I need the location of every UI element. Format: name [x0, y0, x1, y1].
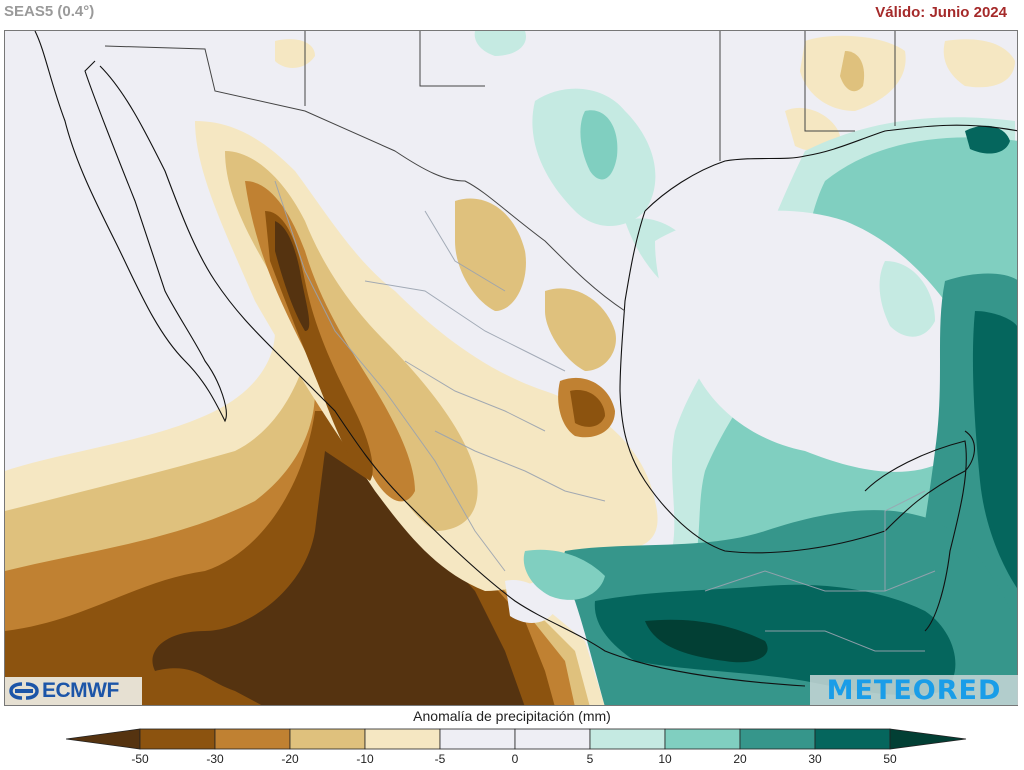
legend-tick: -50: [131, 752, 149, 766]
legend-tick: 30: [808, 752, 822, 766]
meteored-logo-text: METEORED: [826, 674, 1002, 706]
legend-tick: 20: [733, 752, 747, 766]
legend-tick: 10: [658, 752, 672, 766]
legend-tick: 0: [511, 752, 519, 766]
ecmwf-symbol-icon: [9, 682, 39, 700]
legend-tick: 5: [586, 752, 594, 766]
ecmwf-logo-text: ECMWF: [42, 679, 119, 702]
legend-tick: -5: [434, 752, 446, 766]
legend-title: Anomalía de precipitación (mm): [413, 708, 611, 724]
color-legend: [65, 728, 970, 755]
legend-tick: -20: [281, 752, 299, 766]
legend-tick: 50: [883, 752, 897, 766]
meteored-logo: METEORED: [810, 674, 1018, 706]
legend-tick: -10: [356, 752, 374, 766]
map-canvas: [5, 31, 1017, 705]
precipitation-anomaly-map: [4, 30, 1018, 706]
legend-tick: -30: [206, 752, 224, 766]
ecmwf-logo: ECMWF: [5, 677, 142, 705]
valid-date-label: Válido: Junio 2024: [875, 4, 1007, 21]
model-label: SEAS5 (0.4°): [4, 3, 95, 20]
